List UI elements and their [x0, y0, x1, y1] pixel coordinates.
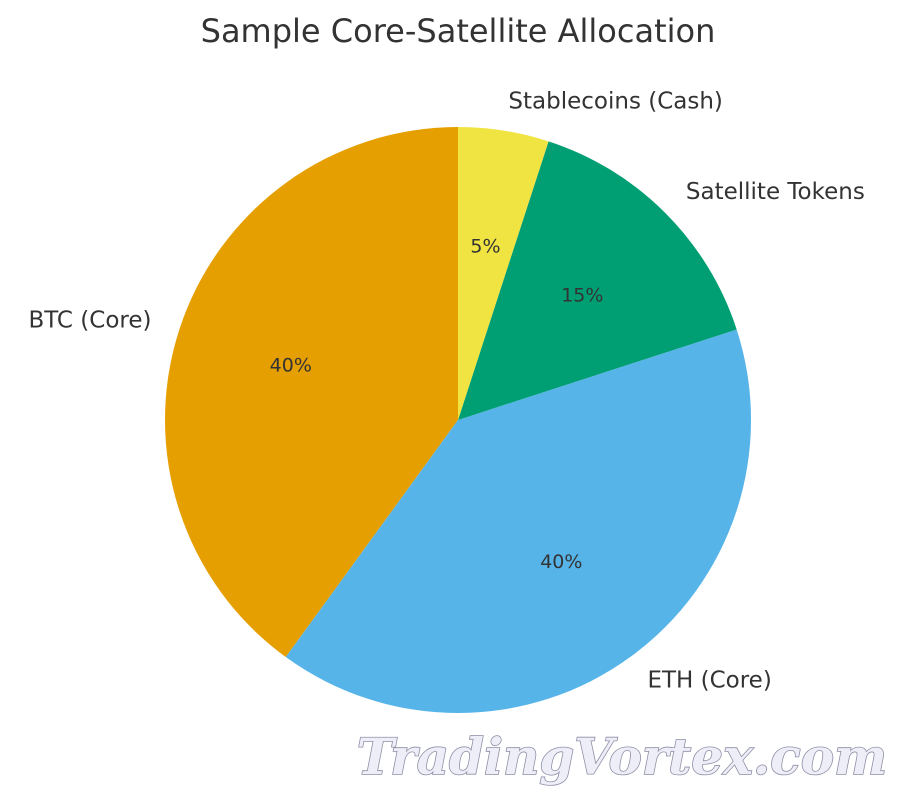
pie-slice-satellite-tokens: [458, 141, 737, 420]
pie-labels: 40% BTC (Core) 40% ETH (Core) 15% Satellite T…: [28, 89, 864, 694]
slice-label-eth-core: ETH (Core): [647, 668, 771, 694]
pct-label-stablecoins-cash: 5%: [470, 235, 500, 257]
chart-title: Sample Core-Satellite Allocation: [201, 12, 716, 50]
pct-label-satellite-tokens: 15%: [561, 285, 603, 307]
slice-label-btc-core: BTC (Core): [28, 307, 151, 333]
pct-label-eth-core: 40%: [540, 551, 582, 573]
pie-slice-eth-core: [285, 329, 751, 713]
pie-slice-stablecoins-cash: [458, 127, 549, 420]
pie-slices: [165, 127, 751, 713]
slice-label-satellite-tokens: Satellite Tokens: [686, 179, 865, 205]
slice-label-stablecoins-cash: Stablecoins (Cash): [508, 89, 723, 115]
pie-slice-btc-core: [165, 127, 458, 658]
watermark-logo: TradingVortex.com: [357, 727, 887, 786]
pct-label-btc-core: 40%: [270, 355, 312, 377]
